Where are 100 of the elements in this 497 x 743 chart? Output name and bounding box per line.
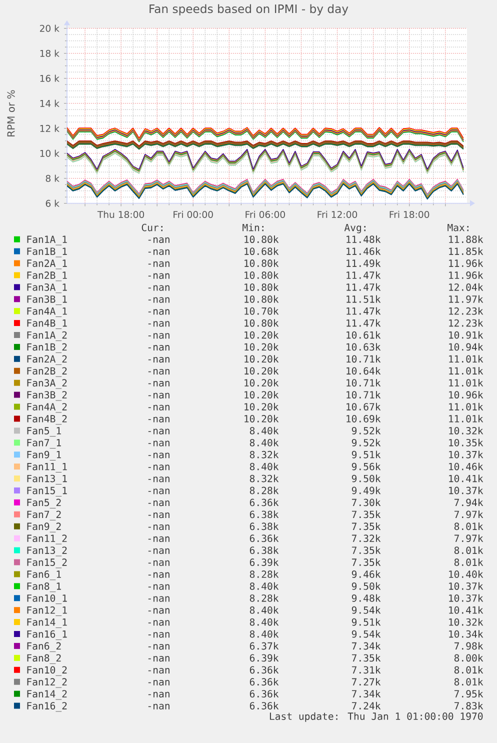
text: 6.36k — [250, 534, 279, 542]
legend-label: Fan3A_1 — [27, 283, 67, 294]
text: 11.01k — [449, 402, 484, 410]
legend-label: Fan1A_1 — [27, 236, 67, 246]
y-axis-title: RPM or % — [7, 90, 15, 136]
text: 12.04k — [449, 283, 484, 291]
text: 6.38k — [250, 546, 279, 554]
text: 6.38k — [250, 522, 279, 530]
legend-label: Fan15_1 — [27, 486, 67, 496]
legend-label: Fan2A_2 — [27, 355, 67, 365]
text: -nan — [148, 285, 170, 291]
text: -nan — [148, 416, 170, 422]
text: 10.20k — [244, 414, 279, 422]
text: 9.56k — [352, 462, 381, 470]
text: 10.41k — [449, 606, 484, 614]
x-tick-label: Fri 18:00 — [390, 210, 430, 218]
legend-label: Fan13_2 — [27, 546, 67, 556]
text: 10.20k — [244, 378, 279, 387]
text: 10.20k — [244, 402, 279, 410]
text: 9.46k — [352, 570, 381, 578]
legend-label: Fan11_2 — [27, 534, 67, 544]
text: 10.91k — [449, 331, 484, 339]
text: -nan — [148, 368, 170, 375]
text: -nan — [148, 608, 170, 614]
text: -nan — [148, 632, 170, 638]
legend-label: Fan1B_1 — [27, 248, 67, 258]
text: 8.40k — [250, 630, 279, 638]
text: 10.37k — [449, 582, 484, 590]
text: 8.28k — [250, 486, 279, 494]
text: 6.36k — [250, 702, 279, 710]
legend-label: Fan9_2 — [27, 522, 61, 532]
text: 10.46k — [449, 462, 484, 470]
legend-label: Fan6_2 — [27, 642, 61, 652]
y-tick-label: 18 k — [40, 50, 60, 57]
legend-label: Fan10_2 — [27, 666, 67, 676]
text: 10.20k — [244, 355, 279, 363]
legend-label: Fan8_2 — [27, 654, 61, 664]
text: 10.68k — [244, 247, 279, 256]
text: 12.23k — [449, 307, 484, 315]
text: 9.52k — [352, 426, 381, 434]
text: 10.80k — [244, 271, 279, 279]
text: -nan — [148, 380, 170, 387]
y-tick-label: 16 k — [40, 74, 60, 82]
text: -nan — [148, 237, 170, 244]
text: 10.37k — [449, 450, 484, 458]
text: -nan — [148, 333, 170, 339]
legend-label: Fan13_1 — [27, 474, 67, 484]
text: 11.47k — [346, 319, 381, 327]
text: -nan — [148, 620, 170, 626]
text: -nan — [148, 321, 170, 327]
legend-label: Fan16_1 — [27, 630, 67, 640]
x-tick-label: Fri 12:00 — [318, 210, 358, 218]
text: -nan — [148, 668, 170, 674]
legend-label: Fan1A_2 — [27, 331, 67, 341]
text: 10.20k — [244, 390, 279, 399]
text: 7.35k — [352, 558, 381, 566]
text: 8.32k — [250, 450, 279, 458]
text: 8.40k — [250, 618, 279, 626]
text: 7.97k — [454, 534, 484, 542]
text: 7.24k — [352, 702, 381, 710]
text: -nan — [148, 500, 170, 506]
text: 7.35k — [352, 546, 381, 554]
y-tick-label: 10 k — [40, 150, 60, 157]
text: -nan — [148, 560, 170, 566]
text: -nan — [148, 309, 170, 315]
text: 11.88k — [449, 235, 484, 244]
text: 7.98k — [454, 642, 484, 650]
text: 9.51k — [352, 618, 381, 626]
text: 8.40k — [250, 582, 279, 590]
text: -nan — [148, 392, 170, 399]
text: 9.48k — [352, 594, 381, 602]
legend-label: Fan14_1 — [27, 618, 67, 628]
text: -nan — [148, 476, 170, 482]
text: 10.20k — [244, 343, 279, 351]
text: 9.54k — [352, 606, 381, 614]
legend-label: Fan5_1 — [27, 427, 61, 437]
text: 12.23k — [449, 319, 484, 327]
text: -nan — [148, 692, 170, 698]
text: Last update: Thu Jan 1 01:00:00 1970 — [270, 712, 483, 722]
legend-label: Fan7_2 — [27, 510, 61, 520]
text: -nan — [148, 584, 170, 590]
legend-label: Fan10_1 — [27, 594, 67, 604]
y-tick-label: 20 k — [40, 24, 60, 32]
text: Avg: — [344, 224, 366, 234]
text: 9.54k — [352, 630, 381, 638]
text: 11.01k — [449, 378, 484, 387]
text: 10.37k — [449, 486, 484, 494]
text: 7.83k — [454, 702, 484, 710]
legend-label: Fan3B_2 — [27, 391, 67, 401]
text: 10.35k — [449, 438, 484, 446]
text: 11.49k — [346, 259, 381, 267]
text: 6.39k — [250, 654, 279, 662]
text: 7.35k — [352, 654, 381, 662]
text: 10.70k — [244, 307, 279, 315]
text: 9.50k — [352, 474, 381, 482]
text: 10.32k — [449, 618, 484, 626]
text: 7.32k — [352, 534, 381, 542]
legend-label: Fan12_1 — [27, 606, 67, 616]
text: 9.52k — [352, 438, 381, 446]
legend-label: Fan4A_1 — [27, 308, 67, 317]
